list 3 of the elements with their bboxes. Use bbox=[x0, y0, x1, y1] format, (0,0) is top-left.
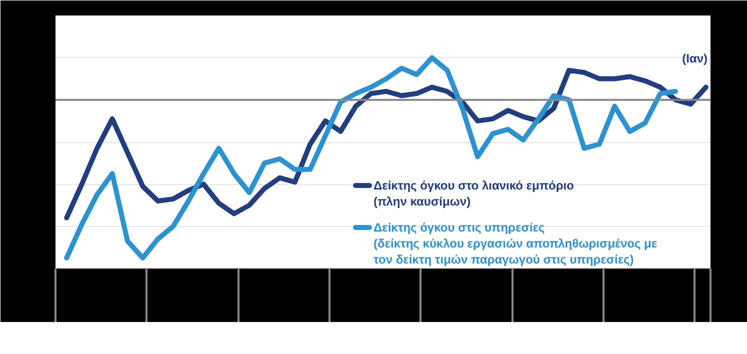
legend-label: Δείκτης όγκου στο λιανικό εμπόριο (πλην καυσίμων) bbox=[374, 178, 574, 209]
annotation: (Ιαν) bbox=[682, 52, 708, 66]
legend-label: Δείκτης όγκου στις υπηρεσίες (δείκτης κύκλου εργασιών αποπληθωρισμένος με τον δείκτη τιμών παραγωγού στις υπηρεσίες) bbox=[374, 220, 658, 267]
